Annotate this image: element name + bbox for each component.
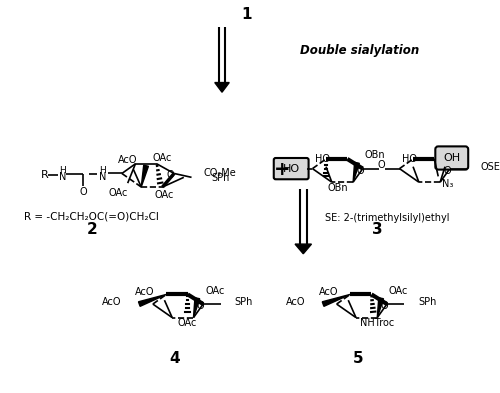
Text: N: N [59,173,66,182]
Text: H: H [99,166,106,175]
Text: 2: 2 [86,222,98,237]
Text: O: O [196,301,204,311]
Text: SE: 2-(trimethylsilyl)ethyl: SE: 2-(trimethylsilyl)ethyl [324,213,449,223]
Text: O: O [380,301,388,311]
Polygon shape [215,83,230,92]
Polygon shape [378,298,384,318]
Text: SPh: SPh [418,297,436,307]
Text: NHTroc: NHTroc [360,318,394,329]
Text: Double sialylation: Double sialylation [300,44,419,57]
FancyBboxPatch shape [274,158,308,179]
Text: AcO: AcO [102,297,122,307]
Text: OSE: OSE [481,162,500,172]
Text: OAc: OAc [178,318,198,329]
Text: 3: 3 [372,222,382,237]
Text: R = -CH₂CH₂OC(=O)CH₂Cl: R = -CH₂CH₂OC(=O)CH₂Cl [24,211,160,221]
Polygon shape [194,298,200,318]
Polygon shape [138,294,166,306]
Text: HO: HO [282,163,300,174]
Polygon shape [322,294,350,306]
Text: CO₂Me: CO₂Me [203,169,236,178]
Text: N₃: N₃ [442,179,454,189]
Text: 1: 1 [242,7,252,22]
Text: OH: OH [443,153,460,163]
Text: HO: HO [402,154,416,164]
Text: 5: 5 [352,351,363,366]
Text: R: R [40,171,48,180]
Text: OAc: OAc [205,286,225,296]
Text: N: N [99,173,106,182]
Text: OBn: OBn [328,183,348,193]
Text: AcO: AcO [319,287,338,298]
Text: SPh: SPh [234,297,252,307]
Text: O: O [356,165,364,176]
Polygon shape [353,162,360,182]
Text: O: O [80,187,87,197]
Text: O: O [166,171,174,180]
Text: AcO: AcO [118,155,138,165]
Text: OAc: OAc [155,190,174,200]
Text: OAc: OAc [389,286,408,296]
Text: O: O [378,160,385,170]
Text: OAc: OAc [108,188,128,198]
Text: HO: HO [314,154,330,164]
Polygon shape [295,244,312,254]
Text: AcO: AcO [286,297,306,307]
Text: OBn: OBn [364,150,386,160]
Text: AcO: AcO [136,287,155,298]
Text: SPh: SPh [211,173,230,183]
Text: H: H [60,166,66,175]
Text: 4: 4 [169,351,179,366]
FancyBboxPatch shape [436,146,468,170]
Text: +: + [274,160,290,179]
Text: O: O [443,165,450,176]
Polygon shape [141,165,148,187]
Text: OAc: OAc [153,153,172,163]
